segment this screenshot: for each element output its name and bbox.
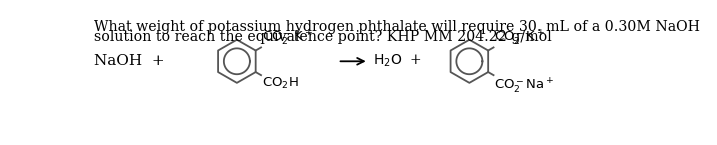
Text: $\mathrm{CO_2H}$: $\mathrm{CO_2H}$ <box>262 76 298 91</box>
Text: solution to reach the equivalence point? KHP MM 204.22 g/mol: solution to reach the equivalence point?… <box>93 30 551 44</box>
Text: $\mathrm{CO_2^-K^+}$: $\mathrm{CO_2^-K^+}$ <box>262 28 313 47</box>
Text: $\mathrm{CO_2^-Na^+}$: $\mathrm{CO_2^-Na^+}$ <box>494 76 554 95</box>
Text: $\mathrm{H_2O}$  +: $\mathrm{H_2O}$ + <box>374 53 422 69</box>
Text: NaOH  +: NaOH + <box>93 54 164 68</box>
Text: What weight of potassium hydrogen phthalate will require 30. mL of a 0.30M NaOH: What weight of potassium hydrogen phthal… <box>93 20 700 34</box>
Text: $\mathrm{CO_2^-K^+}$: $\mathrm{CO_2^-K^+}$ <box>494 28 545 47</box>
